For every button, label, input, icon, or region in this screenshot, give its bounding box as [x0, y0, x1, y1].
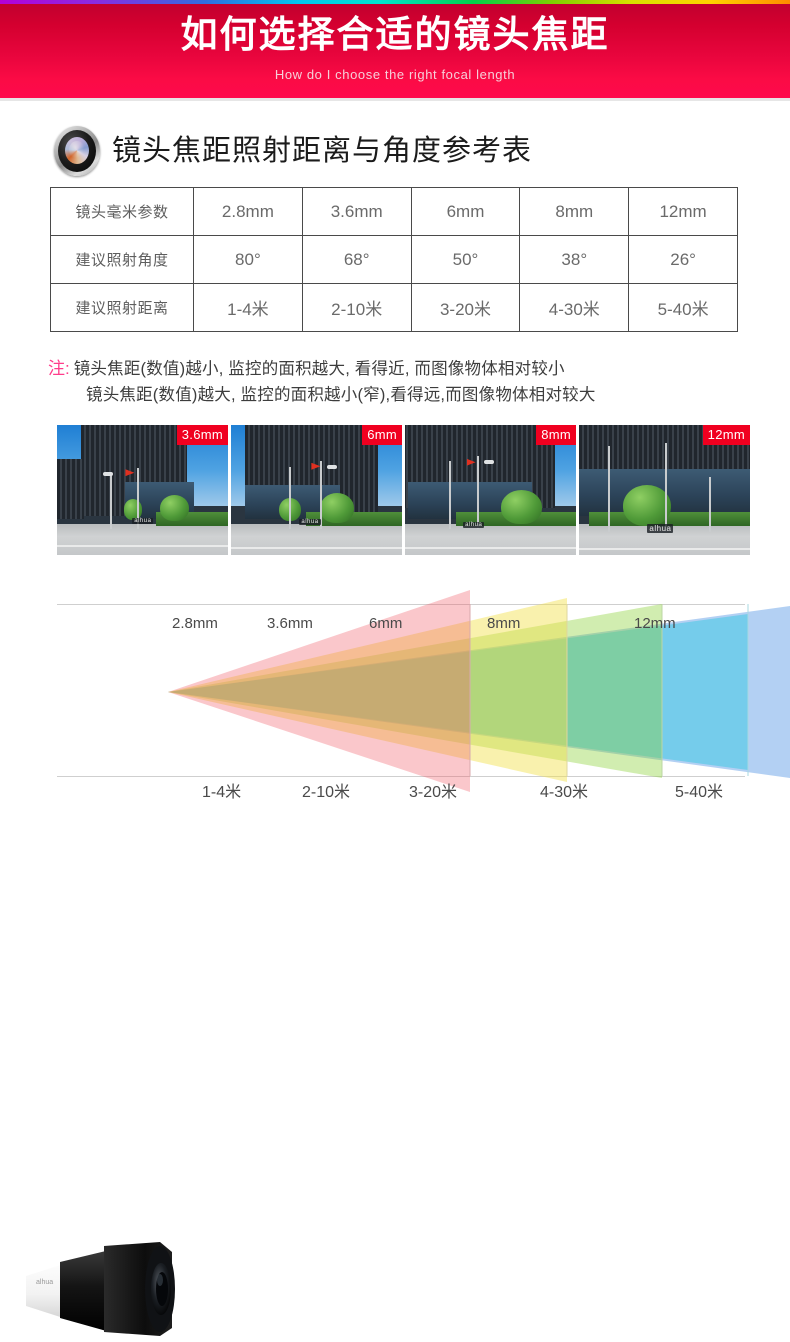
table-cell: 2.8mm [193, 187, 303, 236]
table-cell: 2-10米 [301, 283, 412, 332]
row-header: 建议照射距离 [50, 283, 194, 332]
distance-label-4-30m: 4-30米 [540, 784, 589, 801]
photo-sample: alhua 3.6mm [57, 425, 228, 555]
table-cell: 3.6mm [301, 187, 412, 236]
page-title: 如何选择合适的镜头焦距 [180, 14, 610, 55]
photo-sample: alhua 6mm [231, 425, 402, 555]
table-cell: 80° [193, 235, 303, 284]
table-cell: 50° [410, 235, 521, 284]
beam-label-6mm: 6mm [369, 615, 403, 632]
note-block: 注: 镜头焦距(数值)越小, 监控的面积越大, 看得近, 而图像物体相对较小 镜… [48, 356, 768, 408]
beam-2p8mm [168, 590, 470, 792]
note-text-1: 镜头焦距(数值)越小, 监控的面积越大, 看得近, 而图像物体相对较小 [73, 360, 565, 378]
beam-6mm [168, 604, 662, 778]
section-title: 镜头焦距照射距离与角度参考表 [112, 135, 533, 167]
note-text-2: 镜头焦距(数值)越大, 监控的面积越小(窄),看得远,而图像物体相对较大 [86, 386, 596, 404]
table-cell: 6mm [410, 187, 521, 236]
focal-length-reference-table: 镜头毫米参数 2.8mm 3.6mm 6mm 8mm 12mm 建议照射角度 8… [50, 187, 738, 332]
distance-label-5-40m: 5-40米 [675, 784, 724, 801]
table-cell: 38° [519, 235, 630, 284]
beam-coverage-diagram: alhua 2.8mm 3.6mm 6mm 8mm 12mm 1-4米 2-10… [0, 580, 790, 1336]
table-cell: 5-40米 [628, 283, 738, 332]
table-row: 建议照射角度 80° 68° 50° 38° 26° [50, 235, 738, 284]
note-line-1: 注: 镜头焦距(数值)越小, 监控的面积越大, 看得近, 而图像物体相对较小 [48, 356, 768, 382]
photo-badge: 8mm [536, 425, 576, 445]
note-marker: 注: [48, 359, 70, 378]
photo-sample: alhua 12mm [579, 425, 750, 555]
distance-label-2-10m: 2-10米 [302, 784, 351, 801]
photo-watermark: alhua [132, 517, 154, 524]
page-header: 如何选择合适的镜头焦距 How do I choose the right fo… [0, 4, 790, 98]
page-subtitle: How do I choose the right focal length [274, 67, 516, 82]
table-cell: 3-20米 [410, 283, 521, 332]
diagram-top-rule [57, 604, 745, 605]
header-bottom-divider [0, 98, 790, 101]
distance-label-3-20m: 3-20米 [409, 784, 458, 801]
beam-8mm [168, 614, 748, 770]
diagram-bottom-rule [57, 776, 745, 777]
photo-watermark: alhua [299, 519, 321, 526]
table-row: 镜头毫米参数 2.8mm 3.6mm 6mm 8mm 12mm [50, 187, 738, 236]
note-line-2: 镜头焦距(数值)越大, 监控的面积越小(窄),看得远,而图像物体相对较大 [48, 382, 768, 408]
beam-label-12mm: 12mm [634, 615, 676, 632]
beam-3p6mm [168, 598, 567, 782]
table-cell: 68° [301, 235, 412, 284]
section-heading: 镜头焦距照射距离与角度参考表 [52, 124, 532, 178]
beam-cones [168, 590, 790, 792]
rainbow-divider [0, 0, 790, 4]
beam-12mm [168, 606, 790, 778]
camera-brand-text: alhua [36, 1279, 53, 1286]
photo-watermark: alhua [463, 521, 485, 528]
photo-comparison-strip: alhua 3.6mm alhua 6mm [57, 425, 750, 555]
row-header: 建议照射角度 [50, 235, 194, 284]
table-cell: 1-4米 [193, 283, 303, 332]
distance-label-1-4m: 1-4米 [202, 784, 242, 801]
photo-sample: alhua 8mm [405, 425, 576, 555]
row-header: 镜头毫米参数 [50, 187, 194, 236]
table-cell: 26° [628, 235, 738, 284]
table-cell: 12mm [628, 187, 738, 236]
photo-badge: 3.6mm [176, 425, 228, 445]
table-cell: 8mm [519, 187, 630, 236]
table-body: 镜头毫米参数 2.8mm 3.6mm 6mm 8mm 12mm 建议照射角度 8… [50, 187, 738, 332]
table-cell: 4-30米 [519, 283, 630, 332]
beam-label-3p6mm: 3.6mm [267, 615, 313, 632]
photo-watermark: alhua [647, 523, 674, 533]
beam-label-2p8mm: 2.8mm [172, 615, 218, 632]
photo-badge: 6mm [362, 425, 402, 445]
photo-badge: 12mm [702, 425, 750, 445]
table-row: 建议照射距离 1-4米 2-10米 3-20米 4-30米 5-40米 [50, 283, 738, 332]
camera-lens-icon [52, 124, 102, 178]
beam-label-8mm: 8mm [487, 615, 521, 632]
bullet-camera-icon: alhua [26, 1242, 175, 1336]
